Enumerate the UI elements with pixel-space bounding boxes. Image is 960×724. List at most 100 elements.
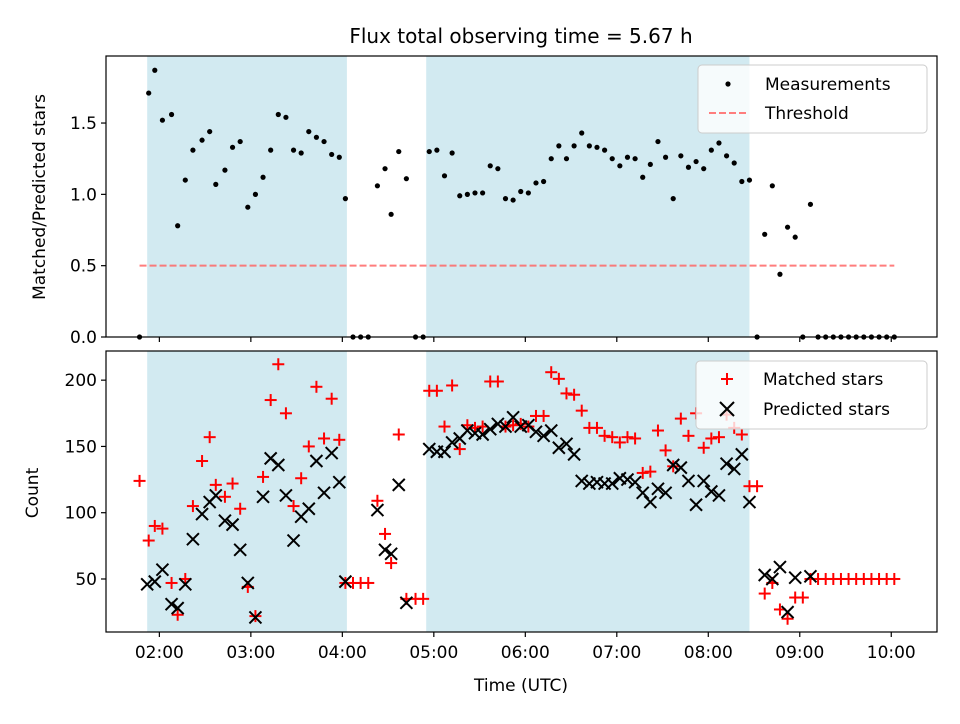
predicted-star-point	[575, 474, 589, 488]
predicted-star-point	[552, 441, 566, 455]
predicted-star-point	[742, 495, 757, 509]
predicted-star-point	[712, 488, 726, 503]
matched-star-point	[226, 477, 239, 490]
predicted-star-point	[788, 570, 802, 585]
measurement-point	[556, 143, 562, 149]
y-tick-label: 1.5	[70, 114, 97, 134]
measurement-point	[533, 180, 539, 186]
matched-star-point	[287, 500, 300, 513]
measurement-point	[685, 164, 692, 170]
measurement-point	[716, 140, 722, 146]
measurement-point	[403, 176, 409, 182]
top-legend: Measurements Threshold	[697, 64, 928, 134]
measurement-point	[182, 177, 188, 183]
legend-predicted-label: Predicted stars	[763, 400, 890, 420]
legend-matched-marker	[721, 373, 733, 385]
predicted-star-point	[666, 458, 680, 472]
measurement-point	[632, 156, 638, 162]
measurement-point	[693, 158, 699, 165]
measurement-point	[586, 143, 592, 149]
matched-star-point	[438, 420, 451, 433]
bottom-legend-box	[695, 360, 928, 430]
predicted-star-point	[704, 484, 719, 499]
predicted-star-point	[309, 454, 324, 468]
top-plot-marks	[136, 67, 897, 340]
predicted-star-point	[643, 495, 658, 509]
matched-star-point	[796, 591, 809, 604]
measurement-point	[321, 138, 327, 145]
x-tick-label: 02:00	[135, 643, 184, 663]
measurement-point	[207, 128, 213, 135]
predicted-star-point	[559, 437, 574, 451]
legend-measurements-marker	[725, 81, 731, 87]
predicted-star-point	[475, 427, 490, 442]
matched-star-point	[651, 424, 664, 437]
predicted-star-point	[392, 478, 406, 492]
predicted-star-point	[803, 569, 818, 584]
measurement-point	[222, 167, 228, 173]
measurement-point	[807, 201, 814, 207]
matched-star-point	[156, 522, 169, 535]
predicted-star-point	[437, 445, 452, 459]
predicted-star-point	[780, 605, 795, 619]
measurement-point	[190, 147, 196, 153]
measurement-point	[374, 183, 381, 189]
predicted-star-point	[735, 447, 749, 462]
predicted-star-point	[279, 488, 293, 503]
matched-star-point	[644, 465, 657, 478]
matched-star-point	[318, 432, 331, 445]
matched-star-point	[560, 387, 573, 400]
measurement-point	[168, 111, 175, 118]
matched-star-point	[196, 455, 209, 468]
matched-star-point	[430, 384, 443, 397]
predicted-star-point	[241, 576, 255, 590]
predicted-star-point	[148, 574, 162, 589]
matched-star-point	[705, 432, 718, 445]
x-tick-label: 05:00	[409, 643, 458, 663]
measurement-point	[739, 178, 745, 185]
matched-star-point	[636, 466, 649, 479]
top-y-axis-label: Matched/Predicted stars	[30, 94, 50, 300]
matched-star-point	[758, 587, 771, 600]
matched-star-point	[735, 428, 748, 441]
y-tick-label: 150	[65, 437, 97, 457]
x-tick-label: 08:00	[684, 643, 733, 663]
predicted-star-point	[636, 486, 650, 500]
predicted-star-point	[384, 547, 398, 561]
measurement-point	[571, 143, 577, 149]
y-tick-label: 0.5	[70, 257, 97, 277]
measurement-point	[152, 67, 158, 73]
legend-predicted-marker	[719, 401, 735, 417]
predicted-star-point	[445, 435, 459, 450]
measurement-point	[426, 148, 432, 155]
measurement-point	[701, 166, 707, 172]
measurement-point	[396, 148, 402, 155]
measurement-point	[548, 156, 554, 162]
measurement-point	[146, 90, 152, 96]
predicted-star-point	[256, 490, 270, 504]
predicted-star-point	[689, 498, 703, 512]
matched-star-point	[590, 421, 603, 434]
predicted-star-point	[186, 532, 200, 546]
top-legend-box	[697, 64, 928, 134]
measurement-point	[594, 144, 600, 150]
bottom-axes-frame	[105, 350, 938, 633]
predicted-star-point	[164, 597, 179, 611]
measurement-point	[382, 166, 388, 172]
measurement-point	[229, 144, 236, 150]
measurement-point	[237, 138, 243, 145]
matched-star-point	[545, 366, 558, 379]
measurement-point	[275, 111, 281, 118]
matched-star-point	[674, 412, 687, 425]
matched-star-point	[697, 441, 710, 454]
measurement-point	[495, 166, 501, 172]
measurement-point	[518, 188, 524, 195]
predicted-star-point	[460, 423, 475, 438]
matched-star-point	[186, 500, 199, 513]
measurement-point	[213, 181, 219, 187]
measurement-point	[647, 161, 653, 168]
shaded-interval	[147, 56, 347, 337]
measurement-point	[640, 174, 646, 180]
predicted-star-point	[506, 410, 520, 424]
